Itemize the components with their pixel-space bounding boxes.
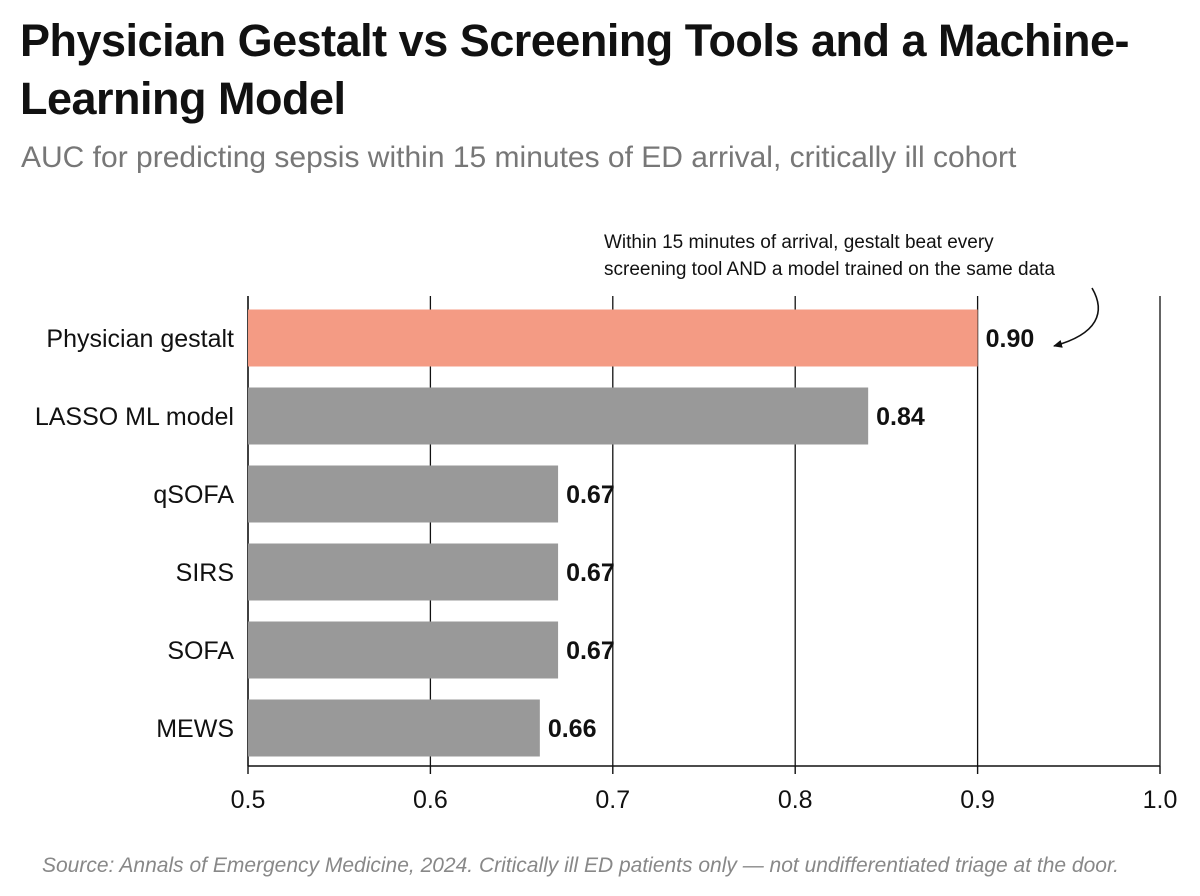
- category-labels: Physician gestalt LASSO ML model qSOFA SIRS…: [35, 325, 234, 743]
- value-label: 0.66: [548, 715, 597, 743]
- x-tick-label: 0.5: [231, 786, 266, 814]
- chart-subtitle: AUC for predicting sepsis within 15 minu…: [21, 141, 1017, 174]
- value-label: 0.84: [876, 403, 925, 431]
- x-tick-label: 0.8: [778, 786, 813, 814]
- x-tick-label: 1.0: [1143, 786, 1178, 814]
- source-note: Source: Annals of Emergency Medicine, 20…: [42, 854, 1120, 877]
- bar: [248, 621, 559, 679]
- category-label: SOFA: [167, 637, 234, 665]
- bar: [248, 543, 559, 601]
- bar: [248, 699, 540, 757]
- chart-area: Physician gestalt LASSO ML model qSOFA SIRS…: [0, 200, 1200, 840]
- annotation-text-line-2: screening tool AND a model trained on th…: [604, 259, 1055, 280]
- x-tick-label: 0.7: [595, 786, 630, 814]
- x-axis: 0.5 0.6 0.7 0.8 0.9 1.0: [231, 765, 1178, 814]
- value-label: 0.67: [566, 559, 615, 587]
- category-label: LASSO ML model: [35, 403, 234, 431]
- value-labels: 0.90 0.84 0.67 0.67 0.67 0.66: [548, 325, 1034, 743]
- x-tick-label: 0.9: [960, 786, 995, 814]
- value-label: 0.67: [566, 481, 615, 509]
- category-label: MEWS: [156, 715, 234, 743]
- value-label: 0.67: [566, 637, 615, 665]
- category-label: qSOFA: [153, 481, 234, 509]
- value-label: 0.90: [986, 325, 1035, 353]
- grid-lines: [247, 296, 1161, 766]
- category-label: SIRS: [176, 559, 234, 587]
- bar: [248, 309, 978, 367]
- bar: [248, 387, 869, 445]
- annotation-arrow: [1053, 287, 1100, 348]
- chart-title: Physician Gestalt vs Screening Tools and…: [20, 15, 1130, 124]
- bars: [248, 309, 978, 757]
- annotation-text-line-1: Within 15 minutes of arrival, gestalt be…: [604, 232, 994, 253]
- bar: [248, 465, 559, 523]
- annotation: Within 15 minutes of arrival, gestalt be…: [604, 232, 1100, 348]
- x-tick-label: 0.6: [413, 786, 448, 814]
- bar-chart: Physician gestalt LASSO ML model qSOFA SIRS…: [35, 232, 1178, 814]
- category-label: Physician gestalt: [46, 325, 234, 353]
